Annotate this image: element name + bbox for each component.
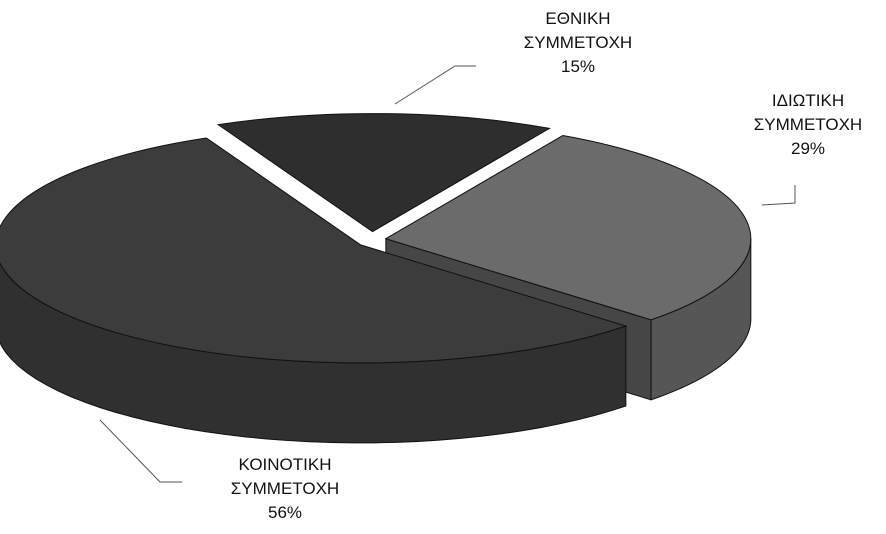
value-label: 29%	[791, 139, 825, 158]
category-label: ΕΘΝΙΚΗ ΣΥΜΜΕΤΟΧΗ	[524, 9, 632, 52]
slice	[0, 137, 628, 444]
category-label: ΙΔΙΩΤΙΚΗ ΣΥΜΜΕΤΟΧΗ	[754, 91, 862, 134]
slice-top	[0, 137, 628, 364]
leader-line	[761, 185, 796, 206]
value-label: 15%	[561, 57, 595, 76]
category-label: ΚΟΙΝΟΤΙΚΗ ΣΥΜΜΕΤΟΧΗ	[231, 455, 339, 498]
leader-line	[394, 65, 476, 105]
leader-line	[99, 419, 182, 483]
slice	[216, 113, 551, 233]
slice-top	[384, 134, 752, 321]
value-label: 56%	[268, 503, 302, 522]
slice-top	[216, 113, 551, 233]
